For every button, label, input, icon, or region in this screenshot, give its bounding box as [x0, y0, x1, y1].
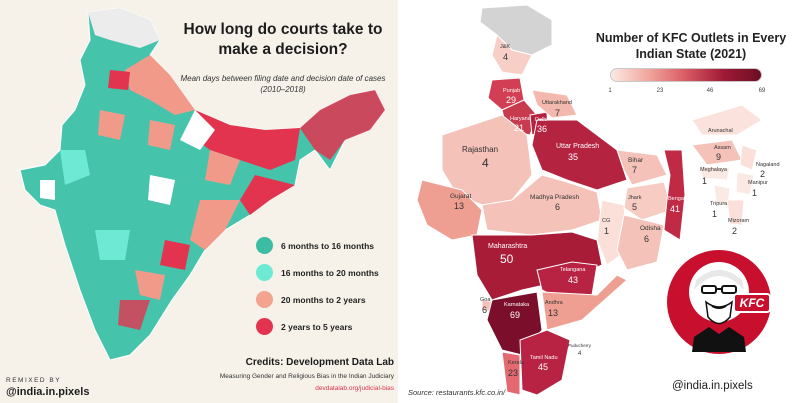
legend-label: 20 months to 2 years [281, 294, 366, 305]
source-note: Source: restaurants.kfc.co.in/ [408, 388, 506, 397]
state-name: Madhya Pradesh [530, 194, 580, 201]
state-value: 36 [537, 124, 548, 134]
state-value: 2 [732, 226, 738, 236]
state-name: Uttar Pradesh [556, 143, 600, 150]
state-name: Punjab [503, 88, 521, 94]
legend-swatch [256, 237, 273, 254]
india-state-map [416, 4, 763, 396]
legend-label: 2 years to 5 years [281, 321, 353, 332]
left-title: How long do courts take to make a decisi… [183, 21, 383, 58]
state-value: 1 [604, 226, 610, 236]
state-value: 69 [510, 310, 521, 320]
state-name: Gujarat [450, 193, 472, 200]
state-value: 6 [644, 234, 650, 244]
legend-item: 2 years to 5 years [256, 317, 379, 336]
state-value: 9 [716, 152, 722, 162]
state-value: 45 [538, 362, 549, 372]
legend-item: 16 months to 20 months [256, 263, 379, 282]
kfc-logo: KFC [667, 250, 771, 354]
legend-item: 6 months to 16 months [256, 236, 379, 255]
state-value: 5 [632, 202, 638, 212]
state-value: 21 [514, 123, 525, 133]
state-value: 1 [752, 188, 758, 198]
state-name: Jhark [628, 195, 642, 201]
state-name: Assam [714, 145, 731, 151]
state-value: 6 [555, 202, 561, 212]
state-value: 13 [454, 201, 465, 211]
state-value: 29 [506, 95, 517, 105]
legend-swatch [256, 264, 273, 281]
state-value: 4 [578, 351, 582, 357]
state-name: Kerala [508, 360, 524, 366]
state-name: Tamil Nadu [530, 355, 558, 361]
credits-link[interactable]: devdatalab.org/judicial-bias [315, 385, 394, 392]
state-name: Uttarakhand [542, 100, 572, 106]
state-value: 4 [482, 156, 489, 170]
duration-legend: 6 months to 16 months 16 months to 20 mo… [256, 236, 379, 344]
state-name: Karnataka [504, 302, 530, 308]
india-district-map [19, 7, 386, 361]
legend-item: 20 months to 2 years [256, 290, 379, 309]
state-value: 1 [702, 176, 708, 186]
state-name: Delhi [535, 117, 548, 123]
state-name: Arunachal [708, 128, 733, 134]
state-name: Meghalaya [700, 167, 727, 173]
state-name: Mizoram [728, 218, 750, 224]
credits-title: Credits: Development Data Lab [245, 357, 394, 368]
right-handle: @india.in.pixels [672, 380, 753, 392]
kfc-logo-text: KFC [740, 296, 765, 310]
scale-tick: 69 [758, 88, 766, 94]
state-value: 7 [632, 165, 638, 175]
state-name: Odisha [640, 225, 661, 232]
credits-subtitle: Measuring Gender and Religious Bias in t… [219, 373, 394, 380]
state-name: Andhra [545, 300, 563, 306]
scale-tick: 1 [608, 88, 612, 94]
state-name: Bengal [668, 196, 686, 202]
legend-swatch [256, 318, 273, 335]
state-name: Maharashtra [488, 243, 528, 250]
state-value: 7 [555, 108, 561, 118]
panel-divider [398, 0, 402, 403]
state-name: Telangana [560, 267, 586, 273]
state-value: 41 [670, 204, 681, 214]
scale-tick: 23 [656, 88, 664, 94]
legend-label: 6 months to 16 months [281, 240, 375, 251]
state-name: Puducherry [568, 343, 592, 348]
state-value: 13 [548, 308, 559, 318]
state-name: Bihar [628, 157, 644, 164]
state-value: 4 [503, 52, 509, 62]
state-value: 43 [568, 275, 579, 285]
right-title: Number of KFC Outlets in Every Indian St… [595, 31, 787, 61]
state-value: 50 [500, 252, 514, 266]
state-value: 2 [760, 169, 766, 179]
state-name: Haryana [510, 116, 531, 122]
state-name: Nagaland [756, 162, 780, 168]
state-name: CG [602, 218, 611, 224]
left-subtitle: Mean days between filing date and decisi… [180, 74, 386, 94]
scale-tick: 46 [706, 88, 714, 94]
state-value: 6 [482, 305, 488, 315]
color-scale-bar [610, 68, 762, 82]
state-name: Goa [480, 297, 491, 303]
state-name: Manipur [748, 180, 768, 186]
state-name: Rajasthan [462, 145, 499, 154]
state-value: 1 [712, 209, 718, 219]
state-name: J&K [500, 44, 511, 50]
state-name: Tripura [710, 201, 728, 207]
court-duration-map-panel: How long do courts take to make a decisi… [0, 0, 398, 403]
remixed-by-label: REMIXED BY [6, 377, 62, 384]
legend-swatch [256, 291, 273, 308]
left-handle: @india.in.pixels [6, 386, 90, 398]
state-value: 35 [568, 152, 579, 162]
legend-label: 16 months to 20 months [281, 267, 379, 278]
state-value: 23 [508, 368, 519, 378]
